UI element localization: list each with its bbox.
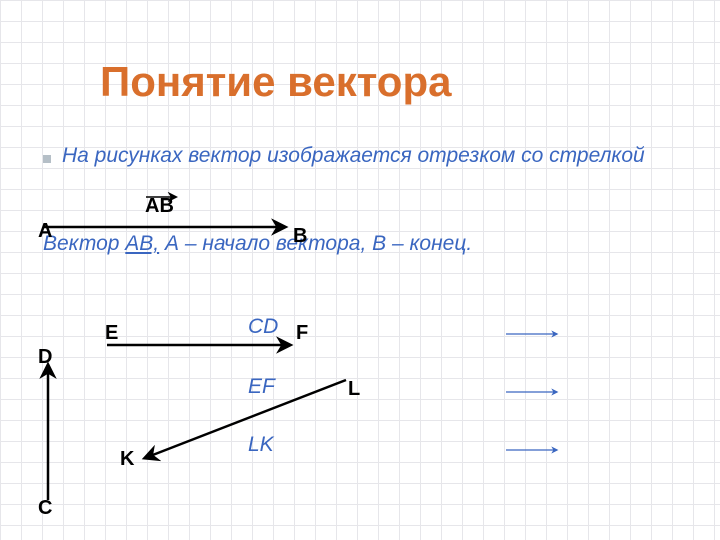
caption-line: Вектор АВ, А – начало вектора, В – конец… — [43, 232, 472, 256]
vector-label-AB: АВ — [145, 195, 174, 218]
vector-LK — [145, 380, 346, 458]
point-label-E: E — [105, 322, 118, 345]
bullet-icon — [43, 155, 51, 163]
vector-name-LK: LK — [248, 433, 274, 457]
point-label-K: K — [120, 448, 134, 471]
point-label-L: L — [348, 378, 360, 401]
caption-u: АВ, — [125, 232, 159, 255]
point-label-B: В — [293, 225, 307, 248]
point-label-D: D — [38, 346, 52, 369]
vector-name-CD: CD — [248, 315, 278, 339]
page-title: Понятие вектора — [100, 58, 451, 106]
subtitle: На рисунках вектор изображается отрезком… — [62, 144, 645, 168]
point-label-A: А — [38, 220, 52, 243]
point-label-C: C — [38, 497, 52, 520]
caption-pre: Вектор — [43, 232, 125, 255]
point-label-F: F — [296, 322, 308, 345]
caption-post: А – начало вектора, В – конец. — [159, 232, 472, 255]
vector-name-EF: EF — [248, 375, 275, 399]
